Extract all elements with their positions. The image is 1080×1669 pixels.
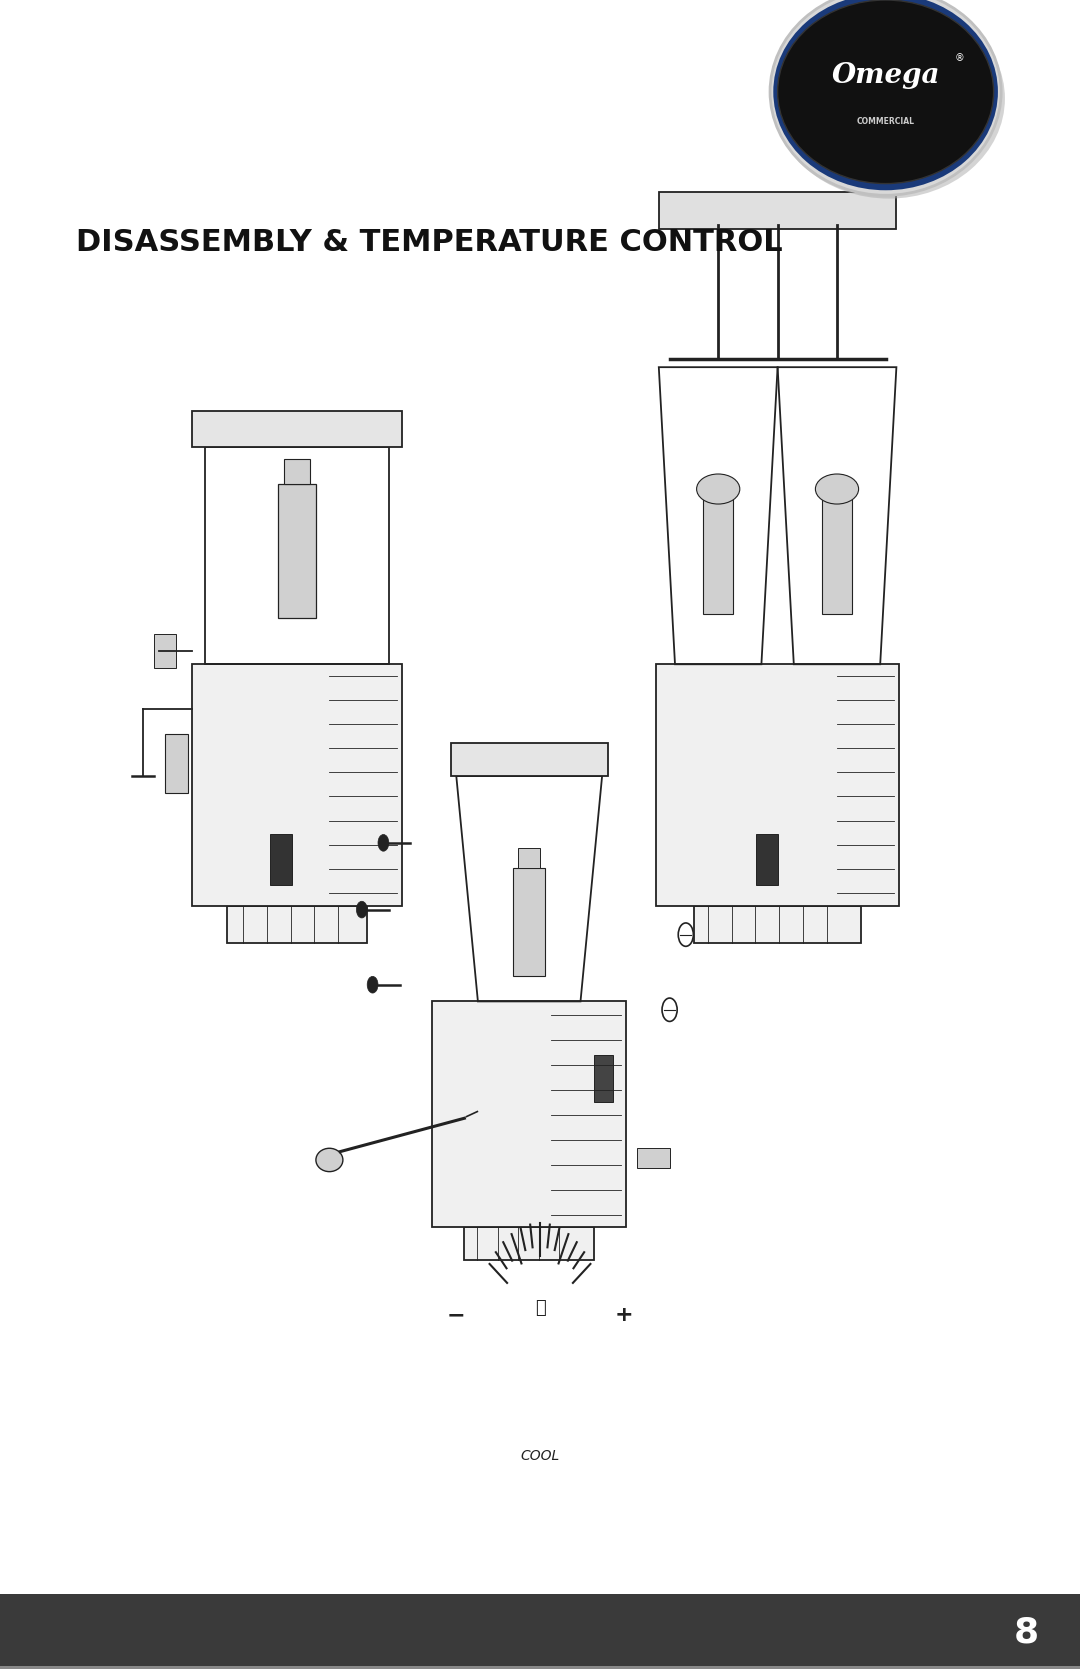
Bar <box>756 834 778 885</box>
Text: 8: 8 <box>1013 1616 1039 1649</box>
Text: DISASSEMBLY & TEMPERATURE CONTROL: DISASSEMBLY & TEMPERATURE CONTROL <box>76 227 782 257</box>
Ellipse shape <box>815 474 859 504</box>
Text: COMMERCIAL: COMMERCIAL <box>856 117 915 127</box>
Bar <box>432 1001 626 1227</box>
Bar <box>693 906 862 943</box>
Circle shape <box>356 901 367 918</box>
Bar <box>703 497 733 614</box>
Bar <box>637 1148 670 1168</box>
Bar <box>278 484 316 618</box>
Ellipse shape <box>772 0 1004 199</box>
Bar <box>192 411 403 447</box>
Bar <box>594 1055 613 1102</box>
Bar <box>451 743 607 776</box>
Circle shape <box>378 834 389 851</box>
Text: COOL: COOL <box>521 1449 559 1462</box>
Circle shape <box>367 976 378 993</box>
Bar <box>659 192 896 229</box>
FancyBboxPatch shape <box>0 1666 1080 1669</box>
Bar <box>227 906 367 943</box>
Bar <box>656 664 899 906</box>
Ellipse shape <box>773 0 998 190</box>
Bar <box>822 497 852 614</box>
FancyBboxPatch shape <box>0 1594 1080 1669</box>
Bar <box>165 734 189 793</box>
Ellipse shape <box>315 1148 343 1172</box>
Text: ®: ® <box>954 53 964 63</box>
Bar <box>513 868 545 976</box>
Ellipse shape <box>778 0 994 184</box>
Text: −: − <box>446 1305 465 1325</box>
Bar <box>518 848 540 868</box>
Bar <box>192 664 403 906</box>
Ellipse shape <box>770 0 1001 195</box>
Bar <box>270 834 292 885</box>
Text: +: + <box>615 1305 634 1325</box>
Bar <box>205 447 389 664</box>
Text: 冷: 冷 <box>535 1300 545 1317</box>
Bar <box>284 459 310 484</box>
Bar <box>464 1227 594 1260</box>
Bar <box>154 634 175 668</box>
Ellipse shape <box>697 474 740 504</box>
Text: Omega: Omega <box>832 62 940 88</box>
